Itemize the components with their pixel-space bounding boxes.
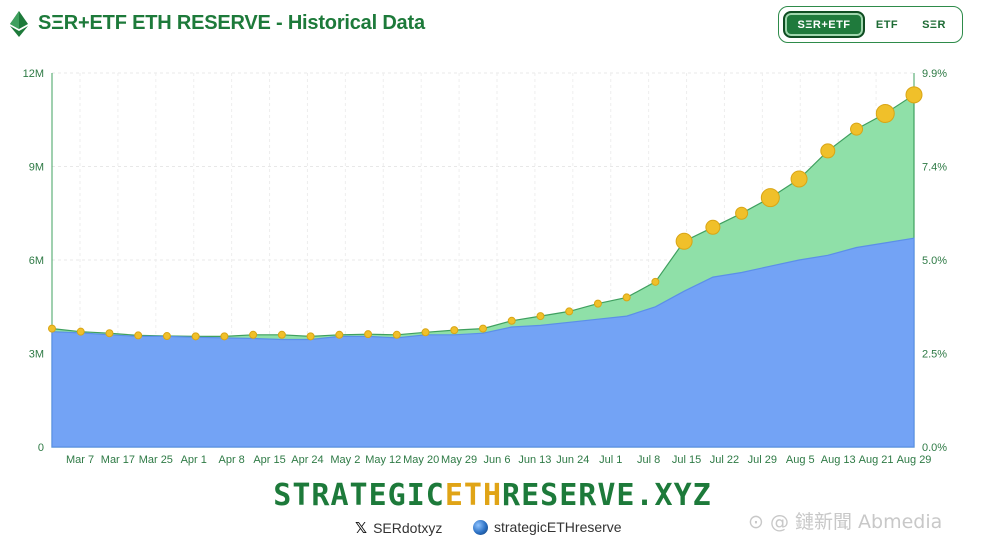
purchase-dot [479, 324, 487, 333]
x-tick-label: Mar 17 [101, 454, 135, 466]
x-tick-label: Apr 1 [181, 454, 207, 466]
y-right-tick-label: 9.9% [922, 68, 947, 80]
reserve-area-chart: STRATEGICETHRESERVE.XYZ Mar 7 Mar 17 Mar 2… [23, 68, 948, 466]
chart-watermark: STRATEGICETHRESERVE.XYZ [391, 260, 593, 275]
brand-pre: STRATEGIC [273, 478, 445, 513]
brand-eth: ETH [444, 478, 503, 513]
globe-icon [473, 519, 488, 535]
purchase-dot [536, 312, 545, 321]
purchase-dot [249, 330, 258, 339]
x-tick-label: Apr 15 [253, 454, 285, 466]
x-tick-label: Mar 25 [139, 454, 173, 466]
x-tick-label: Jul 15 [672, 454, 701, 466]
x-tick-label: Jun 13 [518, 454, 551, 466]
x-tick-label: May 12 [365, 454, 401, 466]
ethereum-icon [10, 11, 28, 37]
y-axis-right: 0.0% 2.5% 5.0% 7.4% 9.9% [922, 68, 947, 454]
x-tick-label: Apr 8 [218, 454, 244, 466]
purchase-dot [220, 332, 229, 341]
x-link[interactable]: 𝕏 SERdotxyz [355, 519, 442, 537]
social-links: 𝕏 SERdotxyz strategicETHreserve [0, 519, 985, 539]
etf-reserve-area [51, 237, 915, 448]
brand-logo-text: STRATEGICETHRESERVE.XYZ [0, 478, 985, 513]
x-tick-label: Jul 1 [599, 454, 622, 466]
purchase-dot [162, 332, 171, 341]
purchase-dot [364, 330, 373, 339]
y-right-tick-label: 5.0% [922, 255, 947, 267]
header: SΞR+ETF ETH RESERVE - Historical Data SΞ… [0, 0, 985, 50]
x-tick-label: Aug 13 [821, 454, 856, 466]
purchase-dot [905, 86, 923, 104]
purchase-dot [421, 328, 430, 337]
y-left-tick-label: 9M [29, 162, 44, 174]
toggle-ser-button[interactable]: SΞR [922, 18, 946, 31]
purchase-dot [105, 329, 114, 338]
purchase-dot [191, 332, 200, 341]
x-tick-label: Jul 22 [710, 454, 739, 466]
y-right-tick-label: 0.0% [922, 442, 947, 454]
purchase-dot [850, 122, 864, 136]
purchase-dot [277, 330, 286, 339]
purchase-dot [593, 299, 602, 308]
purchase-dot [820, 143, 836, 159]
media-watermark: ⊙ @ 鏈新聞 Abmedia [748, 511, 943, 533]
purchase-dot [760, 188, 780, 208]
x-tick-label: Aug 5 [786, 454, 815, 466]
purchase-dot [565, 307, 574, 316]
purchase-dot [306, 332, 315, 341]
purchase-dots [48, 86, 923, 341]
x-icon: 𝕏 [355, 519, 368, 537]
x-tick-label: May 29 [441, 454, 477, 466]
purchase-dot [651, 277, 660, 286]
y-left-tick-label: 0 [38, 442, 44, 454]
x-tick-label: May 2 [330, 454, 360, 466]
purchase-dot [335, 330, 344, 339]
purchase-dot [790, 170, 808, 188]
toggle-ser-etf-button[interactable]: SΞR+ETF [783, 11, 865, 38]
website-link[interactable]: strategicETHreserve [473, 519, 622, 535]
view-toggle: SΞR+ETF ETF SΞR [778, 6, 963, 43]
purchase-dot [705, 219, 721, 235]
brand-post: RESERVE.XYZ [502, 478, 712, 513]
purchase-dot [622, 293, 631, 302]
x-handle: SERdotxyz [373, 520, 443, 536]
y-right-tick-label: 2.5% [922, 349, 947, 361]
purchase-dot [134, 331, 143, 340]
x-tick-label: Aug 21 [859, 454, 894, 466]
purchase-dot [735, 206, 749, 220]
purchase-dot [48, 324, 56, 333]
x-tick-label: Aug 29 [897, 454, 932, 466]
web-handle: strategicETHreserve [494, 519, 622, 535]
x-tick-label: May 20 [403, 454, 439, 466]
y-left-tick-label: 12M [23, 68, 44, 80]
purchase-dot [450, 326, 459, 335]
x-tick-label: Mar 7 [66, 454, 94, 466]
purchase-dot [875, 104, 895, 124]
x-tick-label: Jul 8 [637, 454, 660, 466]
purchase-dot [392, 330, 401, 339]
toggle-etf-button[interactable]: ETF [875, 18, 899, 31]
page-title: SΞR+ETF ETH RESERVE - Historical Data [38, 12, 425, 34]
purchase-dot [507, 316, 516, 325]
x-tick-label: Jun 24 [556, 454, 589, 466]
y-axis-left: 0 3M 6M 9M 12M [23, 68, 44, 454]
x-tick-label: Jul 29 [748, 454, 777, 466]
x-axis: Mar 7 Mar 17 Mar 25 Apr 1 Apr 8 Apr 15 Apr 24 M… [66, 454, 932, 466]
purchase-dot [675, 232, 693, 250]
purchase-dot [76, 327, 85, 336]
y-left-tick-label: 3M [29, 349, 44, 361]
y-left-tick-label: 6M [29, 255, 44, 267]
x-tick-label: Apr 24 [291, 454, 323, 466]
x-tick-label: Jun 6 [484, 454, 511, 466]
y-right-tick-label: 7.4% [922, 162, 947, 174]
